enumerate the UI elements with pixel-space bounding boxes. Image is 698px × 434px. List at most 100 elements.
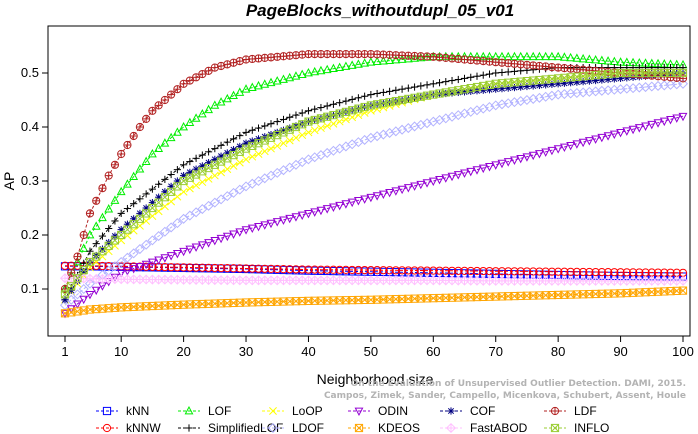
data-point	[379, 88, 387, 97]
data-point	[434, 114, 445, 126]
data-point	[85, 229, 95, 239]
data-point	[528, 151, 538, 161]
data-point	[148, 185, 156, 193]
data-point	[166, 222, 177, 233]
data-point	[585, 267, 594, 277]
data-point	[341, 265, 351, 274]
data-point	[572, 267, 581, 276]
data-point	[210, 237, 220, 246]
x-tick-label: 30	[239, 344, 253, 359]
data-point	[384, 127, 395, 138]
y-axis: 0.1 0.2 0.3 0.4 0.5	[21, 65, 48, 296]
data-point	[109, 261, 120, 272]
data-point	[261, 122, 269, 130]
data-point	[410, 266, 419, 275]
data-point	[478, 164, 488, 174]
data-point	[172, 218, 183, 229]
data-point	[222, 93, 232, 103]
credit-line-2: On the Evaluation of Unsupervised Outlie…	[351, 379, 686, 389]
data-point	[678, 112, 688, 122]
data-point	[541, 148, 551, 157]
data-point	[160, 138, 170, 147]
data-point	[242, 155, 250, 164]
data-point	[235, 158, 244, 167]
data-point	[142, 190, 150, 198]
data-point	[79, 266, 88, 275]
data-point	[409, 121, 420, 132]
data-point	[242, 128, 250, 136]
legend-label: LDOF	[292, 421, 324, 434]
data-point	[484, 101, 495, 113]
data-point	[117, 149, 126, 159]
data-point	[316, 206, 326, 216]
data-point	[265, 170, 277, 181]
data-point	[366, 57, 376, 66]
data-point	[228, 187, 239, 198]
data-point	[597, 267, 606, 277]
data-point	[210, 100, 220, 109]
data-point	[229, 58, 238, 67]
data-point	[153, 231, 164, 242]
data-point	[585, 66, 594, 75]
data-point	[254, 150, 263, 158]
data-point	[391, 55, 401, 64]
data-point	[404, 84, 412, 92]
data-point	[241, 84, 251, 93]
data-point	[267, 144, 275, 153]
data-point	[147, 258, 157, 268]
data-point	[360, 195, 370, 204]
data-point	[154, 256, 164, 265]
legend-marker	[185, 424, 193, 432]
data-point	[285, 265, 294, 274]
data-point	[203, 200, 214, 211]
data-point	[485, 163, 494, 172]
data-point	[448, 76, 456, 85]
legend-label: kNNW	[126, 421, 161, 434]
data-point	[247, 82, 257, 91]
data-point	[423, 81, 431, 89]
data-point	[141, 156, 151, 165]
data-point	[291, 265, 301, 274]
legend-marker	[550, 406, 560, 416]
data-point	[73, 300, 82, 309]
data-point	[223, 60, 232, 69]
data-point	[342, 97, 350, 105]
series-line	[64, 83, 684, 306]
data-point	[192, 181, 201, 190]
legend-item-knnw: kNNW	[96, 421, 161, 434]
data-point	[485, 267, 494, 276]
data-point	[471, 105, 483, 116]
data-point	[391, 187, 401, 196]
data-point	[677, 78, 689, 89]
legend-label: FastABOD	[470, 421, 528, 434]
data-point	[365, 132, 376, 143]
data-point	[229, 264, 238, 273]
legend-label: LOF	[208, 404, 231, 418]
data-point	[429, 266, 438, 275]
data-point	[566, 267, 575, 276]
data-point	[154, 143, 164, 152]
legend-marker	[102, 406, 112, 416]
data-point	[559, 52, 569, 61]
x-tick-label: 40	[301, 344, 315, 359]
legend-marker	[102, 423, 112, 433]
data-point	[98, 261, 107, 271]
data-point	[178, 213, 189, 224]
data-point	[522, 153, 532, 162]
data-point	[297, 69, 307, 78]
data-point	[142, 114, 151, 124]
data-point	[148, 106, 157, 115]
data-point	[378, 129, 389, 140]
data-point	[560, 267, 569, 276]
data-point	[541, 51, 551, 61]
data-point	[104, 171, 113, 180]
data-point	[310, 126, 319, 135]
data-point	[435, 176, 444, 185]
data-point	[385, 266, 394, 275]
data-point	[222, 191, 233, 202]
data-point	[142, 262, 151, 271]
data-point	[441, 174, 451, 183]
data-point	[148, 262, 157, 271]
data-point	[328, 203, 338, 212]
data-point	[98, 212, 107, 222]
